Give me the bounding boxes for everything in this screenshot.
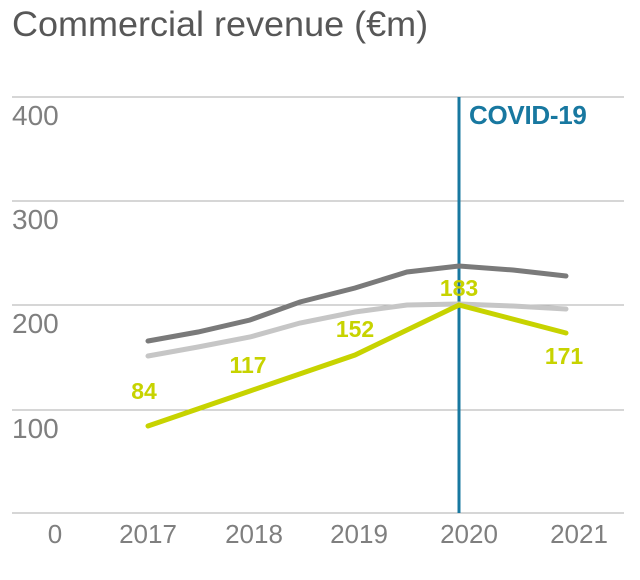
svg-text:84: 84	[131, 378, 157, 404]
svg-text:2021: 2021	[550, 519, 608, 549]
svg-text:COVID-19: COVID-19	[469, 100, 587, 130]
svg-text:2020: 2020	[440, 519, 498, 549]
svg-text:2017: 2017	[119, 519, 177, 549]
svg-text:117: 117	[229, 352, 266, 378]
svg-text:300: 300	[12, 204, 59, 235]
svg-text:200: 200	[12, 308, 59, 339]
svg-text:0: 0	[48, 519, 62, 549]
svg-text:171: 171	[545, 343, 584, 369]
svg-text:152: 152	[336, 316, 374, 342]
svg-text:100: 100	[12, 413, 59, 444]
svg-text:400: 400	[12, 100, 59, 131]
svg-text:2018: 2018	[225, 519, 283, 549]
svg-text:2019: 2019	[330, 519, 388, 549]
svg-text:183: 183	[440, 275, 478, 301]
